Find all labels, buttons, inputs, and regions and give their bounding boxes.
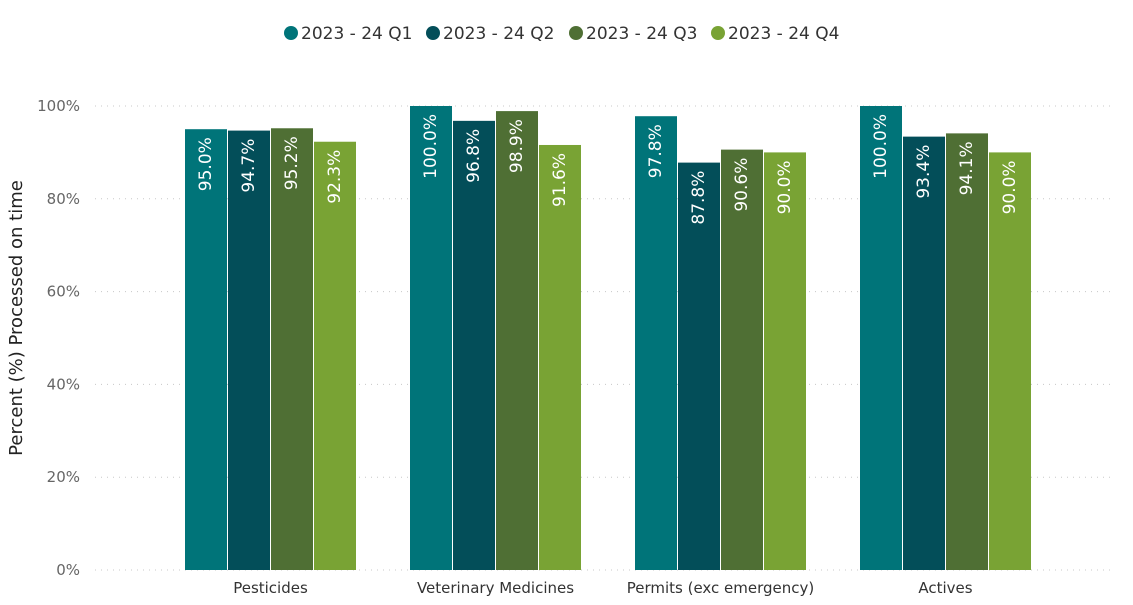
y-tick-label: 80% xyxy=(47,190,80,208)
legend: 2023 - 24 Q1 2023 - 24 Q2 2023 - 24 Q3 2023… xyxy=(284,24,839,44)
bar xyxy=(635,116,677,570)
y-axis-ticks: 0% 20% 40% 60% 80% 100% xyxy=(37,97,80,579)
legend-label: 2023 - 24 Q4 xyxy=(728,24,839,44)
x-tick-label: Actives xyxy=(918,579,972,597)
legend-item[interactable]: 2023 - 24 Q1 xyxy=(284,24,412,44)
legend-item[interactable]: 2023 - 24 Q3 xyxy=(569,24,697,44)
x-tick-label: Permits (exc emergency) xyxy=(627,579,815,597)
bar xyxy=(860,106,902,570)
bar xyxy=(989,152,1031,570)
bar-data-label: 95.2% xyxy=(282,136,302,190)
legend-marker xyxy=(426,26,440,40)
bar xyxy=(410,106,452,570)
legend-label: 2023 - 24 Q1 xyxy=(301,24,412,44)
bar xyxy=(903,136,945,570)
bar xyxy=(185,129,227,570)
legend-marker xyxy=(711,26,725,40)
bar-data-label: 87.8% xyxy=(689,171,709,225)
bars xyxy=(185,106,1031,571)
legend-label: 2023 - 24 Q3 xyxy=(586,24,697,44)
legend-marker xyxy=(569,26,583,40)
bar-data-label: 90.0% xyxy=(1000,160,1020,214)
bar xyxy=(678,162,720,570)
bar xyxy=(271,128,313,570)
bar-data-label: 90.0% xyxy=(775,160,795,214)
bar-data-label: 100.0% xyxy=(421,114,441,179)
y-axis-label: Percent (%) Processed on time xyxy=(6,180,27,456)
legend-item[interactable]: 2023 - 24 Q4 xyxy=(711,24,839,44)
bar-data-label: 93.4% xyxy=(914,145,934,199)
bar-data-label: 96.8% xyxy=(464,129,484,183)
bar xyxy=(228,130,270,571)
bar-data-label: 94.7% xyxy=(239,139,259,193)
bar xyxy=(946,133,988,570)
y-tick-label: 20% xyxy=(47,468,80,486)
y-tick-label: 60% xyxy=(47,283,80,301)
legend-marker xyxy=(284,26,298,40)
bar-data-label: 97.8% xyxy=(646,124,666,178)
y-tick-label: 100% xyxy=(37,97,80,115)
bar-data-label: 91.6% xyxy=(550,153,570,207)
bar-data-label: 90.6% xyxy=(732,158,752,212)
x-tick-label: Veterinary Medicines xyxy=(417,579,574,597)
legend-label: 2023 - 24 Q2 xyxy=(443,24,554,44)
bar-data-label: 98.9% xyxy=(507,119,527,173)
bar xyxy=(721,149,763,570)
bar-data-label: 95.0% xyxy=(196,137,216,191)
bar-data-label: 94.1% xyxy=(957,141,977,195)
bar xyxy=(539,144,581,570)
y-tick-label: 40% xyxy=(47,375,80,393)
x-tick-label: Pesticides xyxy=(233,579,308,597)
bar xyxy=(764,152,806,570)
legend-item[interactable]: 2023 - 24 Q2 xyxy=(426,24,554,44)
x-axis-ticks: Pesticides Veterinary Medicines Permits (e… xyxy=(233,579,973,597)
bar-data-label: 92.3% xyxy=(325,150,345,204)
bar xyxy=(314,141,356,570)
bar-labels: 95.0% 94.7% 95.2% 92.3% 100.0% 96.8% 98.9% 91.6… xyxy=(196,114,1020,225)
y-tick-label: 0% xyxy=(56,561,80,579)
bar xyxy=(496,111,538,570)
bar xyxy=(453,120,495,571)
bar-data-label: 100.0% xyxy=(871,114,891,179)
